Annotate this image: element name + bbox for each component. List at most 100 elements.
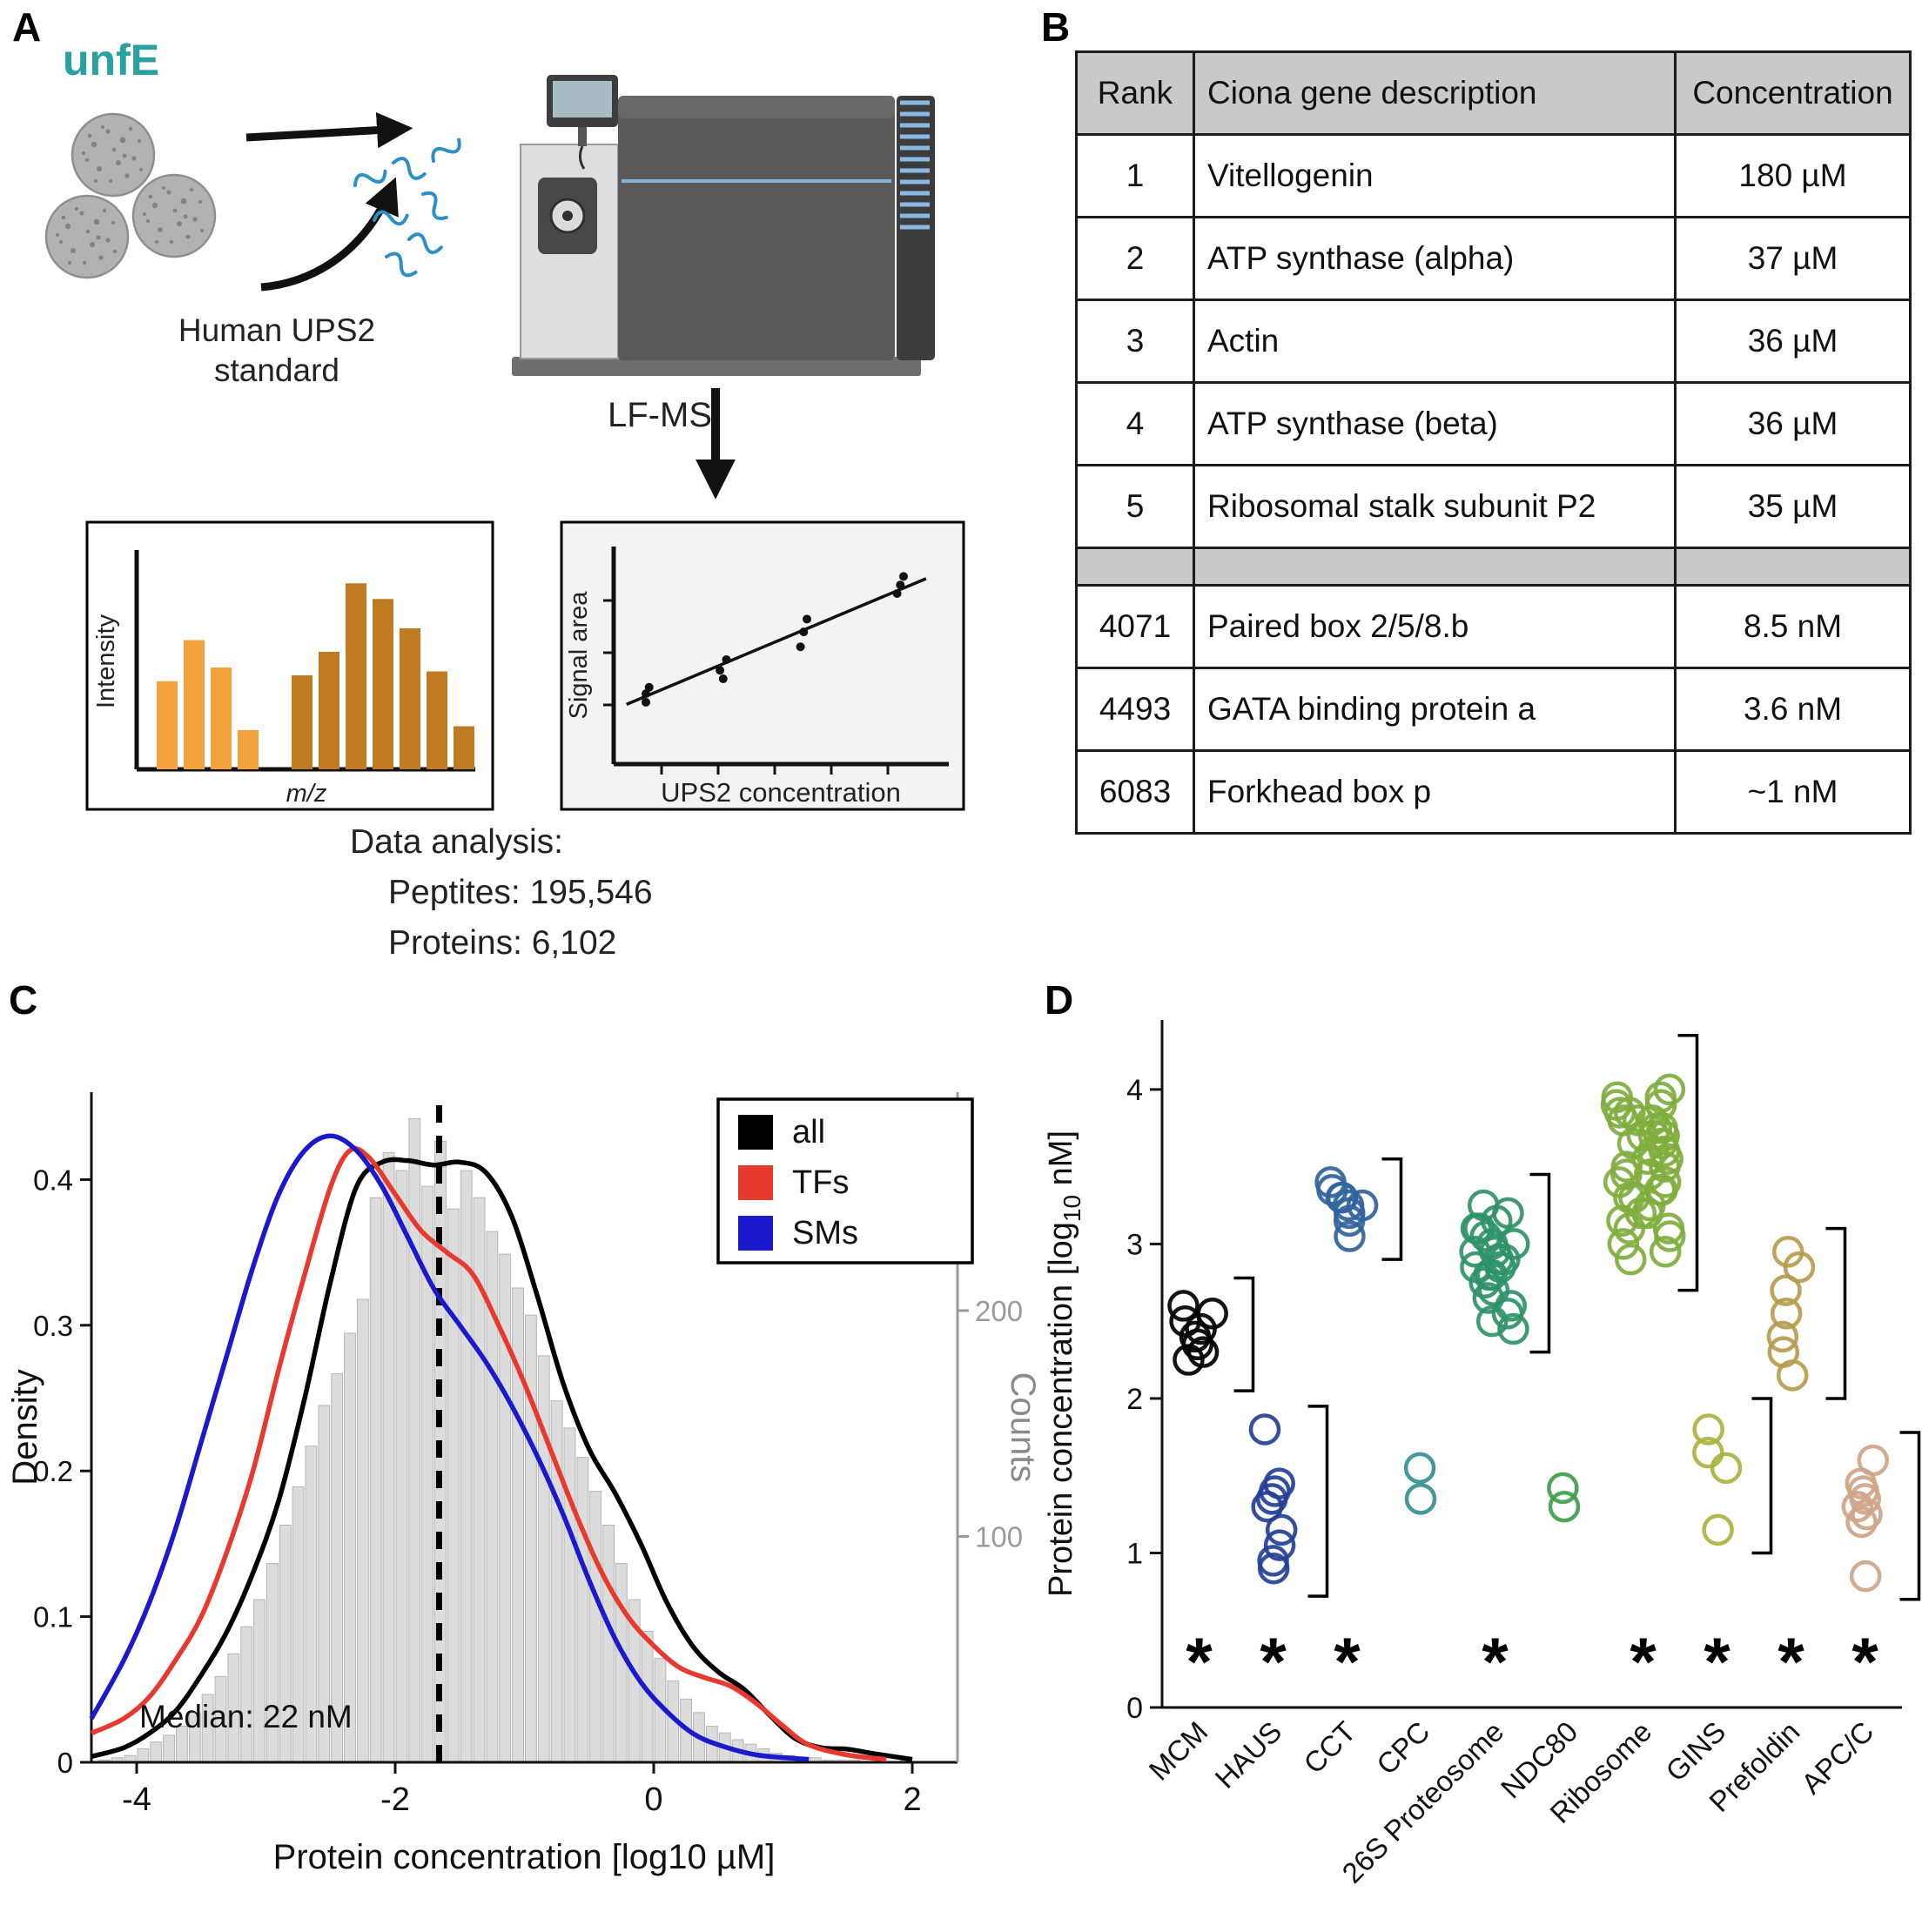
- fit-line: [626, 577, 927, 707]
- protein-circle: [1692, 1413, 1724, 1446]
- strip-group-haus: * HAUS: [1208, 1405, 1329, 1794]
- calibration-point: [896, 580, 905, 590]
- mass-spectrometer-illustration: [512, 75, 935, 376]
- calibration-xlabel: UPS2 concentration: [661, 777, 901, 808]
- histogram-bar: [525, 1314, 537, 1763]
- protein-circle: [1845, 1506, 1878, 1539]
- protein-circle: [1654, 1220, 1686, 1252]
- bracket: [1381, 1157, 1403, 1261]
- bracket: [1233, 1276, 1255, 1392]
- protein-circle: [1468, 1266, 1501, 1299]
- histogram-bar: [395, 1170, 408, 1763]
- protein-circle: [1649, 1150, 1681, 1183]
- y-tick-label: 0.1: [33, 1601, 73, 1633]
- calibration-mini-plot: Signal area UPS2 concentration: [560, 520, 965, 811]
- protein-circle: [1497, 1312, 1529, 1345]
- bracket: [1529, 1172, 1551, 1354]
- x-tick-label: 0: [644, 1781, 662, 1818]
- histogram-bar: [150, 1741, 163, 1763]
- rank-cell: 6083: [1075, 749, 1195, 835]
- table-row: 6083 Forkhead box p ~1 nM: [1075, 749, 1912, 835]
- calibration-point: [899, 572, 908, 581]
- description-cell: ATP synthase (beta): [1193, 381, 1677, 466]
- panel-c-xaxis-label: Protein concentration [log10 µM]: [273, 1838, 776, 1876]
- rank-cell: 4: [1075, 381, 1195, 466]
- protein-circle: [1263, 1529, 1296, 1561]
- category-label: MCM: [1143, 1715, 1214, 1787]
- cell-icon: [44, 194, 130, 279]
- bracket: [1677, 1034, 1699, 1292]
- histogram-bar: [576, 1457, 589, 1763]
- spectrum-bar: [184, 640, 205, 769]
- y-tick-label: 4: [1126, 1074, 1143, 1107]
- calibration-ylabel: Signal area: [565, 591, 593, 720]
- y-tick-label: 3: [1126, 1228, 1143, 1261]
- concentration-cell: 35 µM: [1674, 464, 1912, 549]
- significance-asterisk: *: [1704, 1623, 1730, 1700]
- category-label: APC/C: [1795, 1715, 1879, 1800]
- rank-cell: 5: [1075, 464, 1195, 549]
- density-histogram-chart: 0 0.1 0.2 0.3 0.4 -4 -2 0 2 100 200 Density Counts…: [9, 1092, 1036, 1876]
- y-tick-label: 0.3: [33, 1310, 73, 1342]
- protein-circle: [1644, 1089, 1677, 1121]
- panel-a-label: A: [12, 4, 42, 50]
- category-label: CPC: [1370, 1715, 1435, 1781]
- analysis-summary: Data analysis: Peptites: 195,546 Protein…: [350, 823, 653, 963]
- histogram-bar: [356, 1298, 369, 1763]
- counts-tick-label: 100: [975, 1520, 1023, 1553]
- strip-group-gins: *GINS: [1659, 1397, 1773, 1788]
- table-row: 5 Ribosomal stalk subunit P2 35 µM: [1075, 464, 1912, 549]
- calibration-point: [892, 589, 902, 598]
- spectrum-bar: [454, 726, 474, 769]
- embryo-cells-illustration: [44, 112, 217, 279]
- significance-asterisk: *: [1778, 1623, 1804, 1700]
- spectrum-bar: [157, 681, 178, 769]
- median-annotation: Median: 22 nM: [139, 1699, 353, 1734]
- protein-circle: [1710, 1452, 1743, 1485]
- spectrum-bar: [400, 628, 420, 769]
- spectrum-bar: [319, 652, 339, 769]
- protein-circle: [1403, 1452, 1436, 1485]
- bracket: [1899, 1431, 1921, 1601]
- legend-label-sms: SMs: [792, 1215, 858, 1251]
- spectrum-bar: [211, 667, 232, 769]
- protein-circle: [1631, 1143, 1664, 1176]
- panel-b-label: B: [1041, 4, 1071, 50]
- panel-d-label: D: [1045, 977, 1074, 1023]
- protein-circle: [1475, 1305, 1509, 1338]
- histogram-bar: [615, 1563, 628, 1763]
- peptides-icon: [353, 138, 461, 278]
- significance-asterisk: *: [1482, 1623, 1509, 1700]
- protein-circle: [1251, 1490, 1283, 1523]
- description-cell: Paired box 2/5/8.b: [1193, 584, 1677, 669]
- strip-group-apc-c: * APC/C: [1795, 1431, 1921, 1800]
- y-tick-label: 0: [57, 1747, 73, 1779]
- standard-label-line2: standard: [214, 352, 339, 388]
- protein-circle: [1841, 1490, 1874, 1523]
- protein-circle: [1692, 1436, 1724, 1469]
- protein-circle: [1181, 1328, 1214, 1361]
- x-tick-label: -2: [380, 1781, 410, 1818]
- ms-method-label: LF-MS: [608, 396, 712, 434]
- protein-circle: [1653, 1073, 1686, 1106]
- gene-concentration-table: Rank Ciona gene description Concentratio…: [1075, 50, 1912, 835]
- protein-circle: [1649, 1236, 1682, 1268]
- sample-arrow-icon: [245, 111, 413, 149]
- spectrum-mini-plot: Intensity m/z: [85, 520, 494, 811]
- protein-circle: [1459, 1236, 1491, 1268]
- rank-cell: 4071: [1075, 584, 1195, 669]
- analysis-peptides: Peptites: 195,546: [388, 874, 653, 911]
- density-curve-TFs: [90, 1145, 887, 1762]
- panel-c-label: C: [9, 977, 38, 1023]
- protein-circle: [1766, 1320, 1799, 1353]
- calibration-point: [644, 682, 654, 692]
- y-tick-label: 2: [1126, 1383, 1143, 1416]
- histogram-bar: [563, 1427, 576, 1763]
- spectrum-bar: [346, 583, 366, 769]
- rank-cell: 1: [1075, 133, 1195, 218]
- calibration-point: [803, 614, 811, 624]
- calibration-point: [642, 697, 650, 707]
- description-cell: Vitellogenin: [1193, 133, 1677, 218]
- protein-circle: [1776, 1359, 1809, 1392]
- panel-a-workflow: unfE Human UPS2 standard: [44, 36, 965, 811]
